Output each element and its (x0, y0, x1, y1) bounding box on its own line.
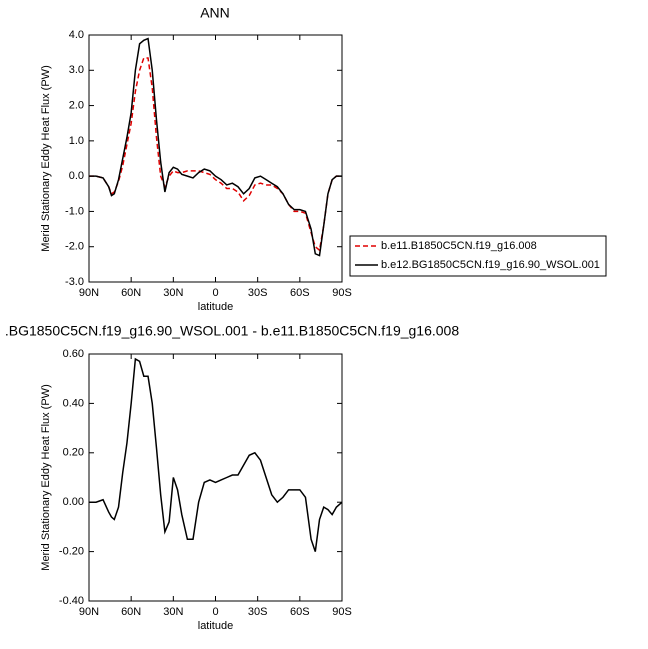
x-tick-label: 30S (248, 606, 268, 618)
x-axis-label: latitude (198, 301, 233, 313)
series-line (89, 37, 342, 257)
y-tick-label: 1.0 (69, 135, 84, 147)
x-axis-label: latitude (198, 620, 233, 632)
y-tick-label: 4.0 (69, 29, 84, 41)
y-tick-label: 0.60 (63, 348, 84, 360)
plot-frame (88, 353, 343, 602)
x-tick-label: 0 (212, 287, 218, 299)
y-tick-label: 3.0 (69, 64, 84, 76)
chart-title: ANN (200, 5, 230, 21)
x-tick-label: 90S (332, 287, 352, 299)
x-tick-label: 90S (332, 606, 352, 618)
x-tick-label: 60S (290, 606, 310, 618)
plot-frame (88, 34, 343, 283)
y-tick-label: 0.00 (63, 496, 84, 508)
x-tick-label: 30S (248, 287, 268, 299)
legend-label: b.e11.B1850C5CN.f19_g16.008 (381, 240, 537, 252)
series-line (89, 357, 343, 552)
x-tick-label: 60N (121, 606, 141, 618)
x-tick-label: 60S (290, 287, 310, 299)
legend-label: b.e12.BG1850C5CN.f19_g16.90_WSOL.001 (381, 259, 600, 271)
y-tick-label: 0.20 (63, 447, 84, 459)
legend-box (349, 235, 607, 277)
x-tick-label: 90N (79, 606, 99, 618)
y-tick-label: -0.40 (59, 595, 84, 607)
y-tick-label: -0.20 (59, 546, 84, 558)
y-tick-label: -3.0 (65, 276, 84, 288)
chart-title: .BG1850C5CN.f19_g16.90_WSOL.001 - b.e11.… (5, 323, 459, 339)
x-tick-label: 0 (212, 606, 218, 618)
y-tick-label: 0.40 (63, 397, 84, 409)
x-tick-label: 30N (163, 287, 183, 299)
x-tick-label: 60N (121, 287, 141, 299)
series-line (89, 57, 342, 252)
y-tick-label: -2.0 (65, 241, 84, 253)
y-axis-label: Merid Stationary Eddy Heat Flux (PW) (40, 65, 52, 251)
y-tick-label: 2.0 (69, 99, 84, 111)
y-tick-label: -1.0 (65, 205, 84, 217)
y-axis-label: Merid Stationary Eddy Heat Flux (PW) (40, 384, 52, 570)
x-tick-label: 30N (163, 606, 183, 618)
x-tick-label: 90N (79, 287, 99, 299)
y-tick-label: 0.0 (69, 170, 84, 182)
